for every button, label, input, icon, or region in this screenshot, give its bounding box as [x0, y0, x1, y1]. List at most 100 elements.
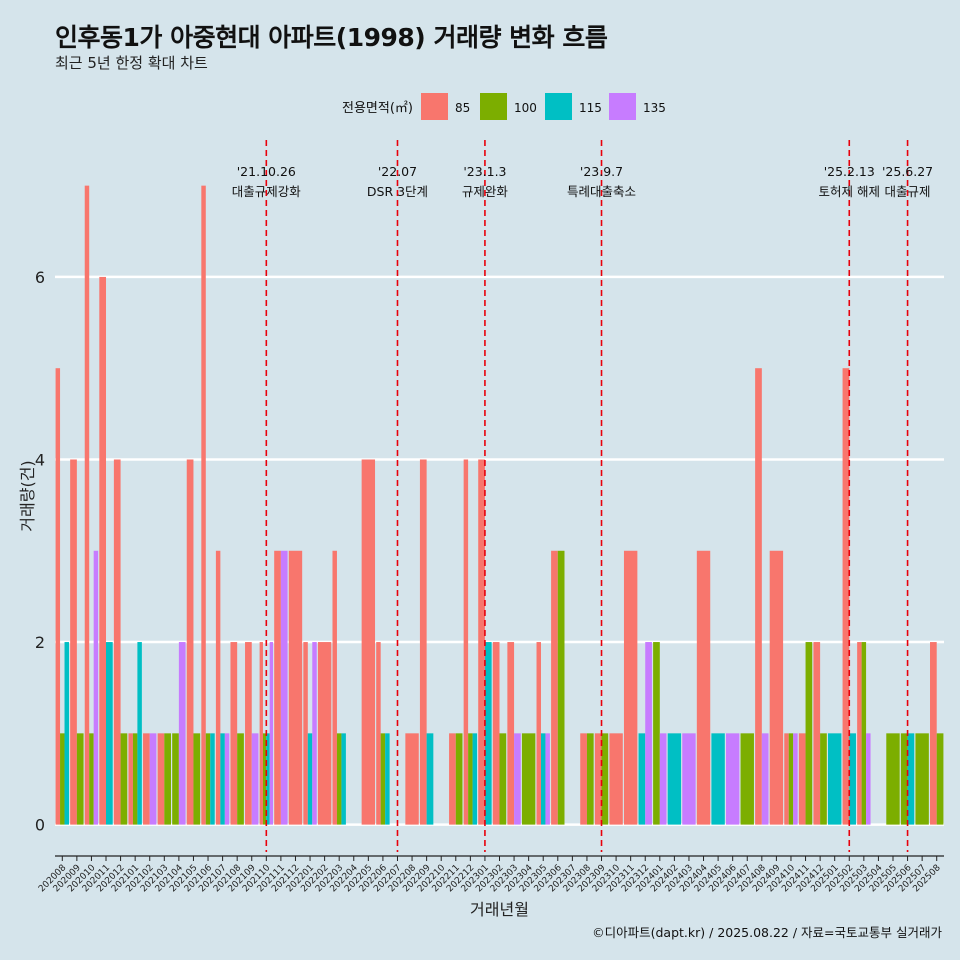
bar-100-202012 — [120, 733, 128, 825]
legend-label-100: 100 — [514, 101, 537, 115]
y-tick-label: 0 — [35, 816, 45, 835]
y-tick-label: 4 — [35, 450, 45, 469]
y-tick-label: 6 — [35, 268, 45, 287]
event-date: '23.1.3 — [463, 164, 506, 179]
bar-100-202306 — [557, 550, 565, 825]
bar-135-202010 — [93, 550, 99, 825]
bar-115-202110 — [266, 733, 270, 825]
bar-85-202109 — [245, 642, 252, 825]
legend-swatch-100 — [480, 93, 507, 120]
bar-100-202106 — [205, 733, 211, 825]
bar-85-202110 — [259, 642, 263, 825]
bar-85-202209 — [419, 459, 427, 825]
bar-115-202402 — [667, 733, 682, 825]
bar-115-202502 — [849, 733, 856, 825]
bar-85-202203 — [332, 550, 337, 825]
bar-85-202212 — [463, 459, 469, 825]
bar-85-202306 — [551, 550, 558, 825]
bar-135-202201 — [312, 642, 317, 825]
bar-135-202403 — [682, 733, 696, 825]
bar-100-202401 — [653, 642, 660, 825]
event-date: '25.6.27 — [882, 164, 933, 179]
bar-135-202107 — [224, 733, 230, 825]
bar-100-202304 — [521, 733, 536, 825]
bar-100-202008 — [60, 733, 65, 825]
bar-135-202305 — [545, 733, 550, 825]
legend-label-135: 135 — [643, 101, 666, 115]
bar-85-202302 — [492, 642, 500, 825]
legend-swatch-85 — [421, 93, 448, 120]
bar-85-202309 — [594, 733, 602, 825]
bar-85-202208 — [405, 733, 419, 825]
bar-85-202010 — [84, 185, 90, 825]
bar-115-202212 — [472, 733, 478, 825]
bar-85-202111 — [274, 550, 281, 825]
bar-115-202301 — [484, 642, 492, 825]
bar-100-202010 — [89, 733, 94, 825]
bar-100-202302 — [499, 733, 507, 825]
bar-100-202203 — [336, 733, 342, 825]
bar-100-202506 — [900, 733, 908, 825]
bar-85-202112 — [288, 550, 303, 825]
bar-135-202109 — [251, 733, 259, 825]
y-axis-title: 거래량(건) — [18, 460, 37, 531]
legend-swatch-115 — [545, 93, 572, 120]
x-axis-title: 거래년월 — [470, 900, 529, 919]
legend-title: 전용면적(㎡) — [342, 101, 413, 116]
bar-85-202107 — [215, 550, 221, 825]
bar-85-202409 — [769, 550, 784, 825]
legend-label-85: 85 — [455, 101, 470, 115]
bar-100-202103 — [164, 733, 172, 825]
bar-85-202103 — [157, 733, 165, 825]
bar-115-202501 — [827, 733, 842, 825]
bar-100-202407 — [740, 733, 754, 825]
bar-100-202105 — [193, 733, 201, 825]
bar-85-202408 — [755, 368, 762, 825]
bar-85-202502 — [842, 368, 850, 825]
bar-135-202312 — [645, 642, 652, 825]
y-tick-label: 2 — [35, 633, 45, 652]
bar-85-202102 — [143, 733, 150, 825]
bar-85-202201 — [303, 642, 308, 825]
event-date: '21.10.26 — [237, 164, 296, 179]
bar-85-202303 — [507, 642, 515, 825]
bar-100-202101 — [132, 733, 138, 825]
event-label: DSR 3단계 — [367, 184, 428, 199]
bar-135-202406 — [725, 733, 740, 825]
bar-115-202106 — [210, 733, 215, 825]
bar-85-202205 — [361, 459, 376, 825]
event-label: 규제완화 — [462, 184, 509, 199]
bar-85-202011 — [99, 276, 107, 825]
bar-135-202503 — [866, 733, 871, 825]
bar-115-202206 — [385, 733, 390, 825]
bar-115-202011 — [106, 642, 113, 825]
bar-135-202111 — [280, 550, 288, 825]
bar-85-202009 — [70, 459, 77, 825]
bar-85-202308 — [580, 733, 587, 825]
bar-115-202101 — [137, 642, 142, 825]
bar-100-202212 — [468, 733, 473, 825]
bar-85-202508 — [930, 642, 937, 825]
bar-100-202505 — [886, 733, 900, 825]
event-label: 대출규제강화 — [232, 184, 302, 199]
bar-100-202412 — [820, 733, 827, 825]
bar-85-202404 — [696, 550, 711, 825]
bar-85-202206 — [376, 642, 381, 825]
bar-100-202009 — [76, 733, 84, 825]
bar-100-202507 — [915, 733, 929, 825]
bar-100-202508 — [936, 733, 944, 825]
bar-100-202309 — [601, 733, 609, 825]
bar-115-202312 — [638, 733, 646, 825]
event-date: '25.2.13 — [824, 164, 875, 179]
bar-85-202311 — [623, 550, 638, 825]
bar-135-202102 — [149, 733, 157, 825]
chart-title: 인후동1가 아중현대 아파트(1998) 거래량 변화 흐름 — [55, 23, 608, 52]
bar-85-202503 — [857, 642, 862, 825]
bar-85-202008 — [55, 368, 61, 825]
event-date: '22.07 — [378, 164, 417, 179]
bar-135-202401 — [659, 733, 667, 825]
bar-115-202305 — [540, 733, 546, 825]
bar-85-202301 — [478, 459, 485, 825]
bar-135-202410 — [793, 733, 798, 825]
